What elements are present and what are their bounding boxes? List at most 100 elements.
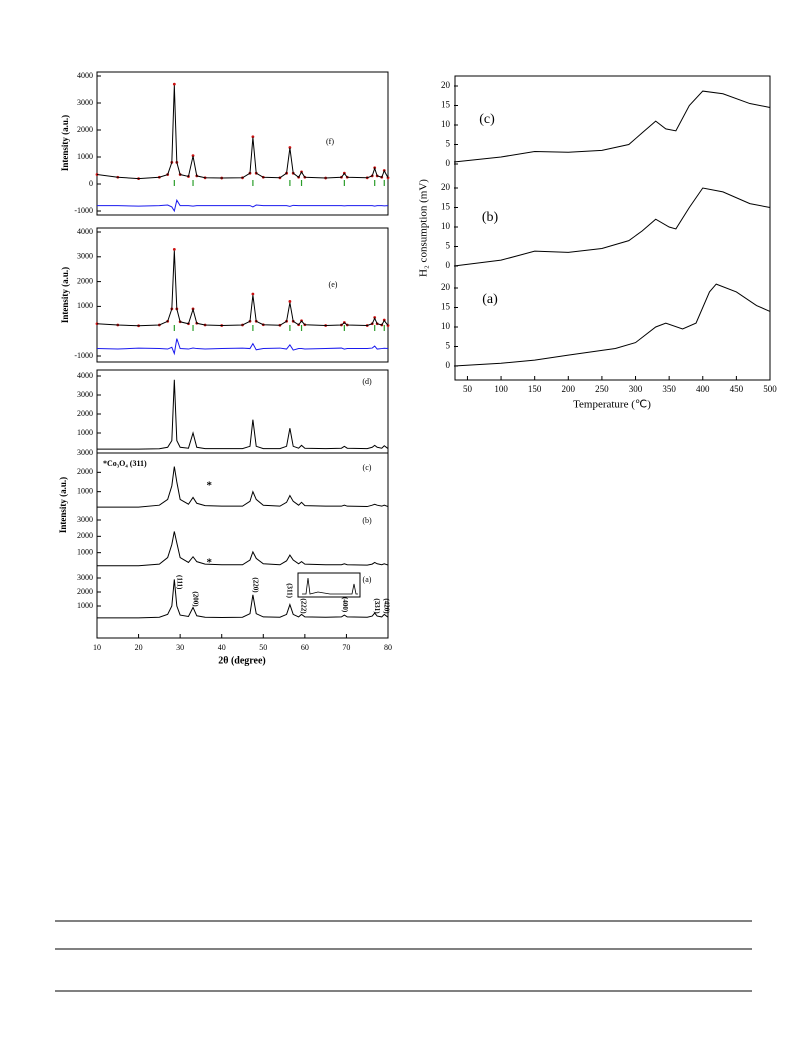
- y-tick-label: -1000: [74, 206, 93, 215]
- x-axis-label: Temperature (℃): [573, 399, 651, 411]
- x-tick-label: 50: [463, 384, 473, 394]
- x-tick-label: 350: [662, 384, 676, 394]
- x-tick-label: 200: [562, 384, 576, 394]
- inset-curve: [302, 577, 358, 595]
- y-tick-label: 2000: [77, 587, 93, 596]
- y-tick-label: 4000: [77, 227, 93, 236]
- y-tick-label: 20: [441, 182, 451, 192]
- y-tick-label: 2000: [77, 409, 93, 418]
- y-tick-label: 3000: [77, 448, 93, 457]
- x-tick-label: 450: [730, 384, 744, 394]
- x-tick-label: 70: [342, 643, 350, 652]
- y-tick-label: 5: [446, 341, 451, 351]
- y-axis-label: Intensity (a.u.): [60, 115, 70, 171]
- data-line: [453, 187, 771, 267]
- annotation: (111): [176, 575, 184, 590]
- y-tick-label: 5: [446, 241, 451, 251]
- y-tick-label: 2000: [77, 467, 93, 476]
- panel-frame: [96, 369, 389, 639]
- data-line: [97, 466, 389, 508]
- y-tick-label: 3000: [77, 390, 93, 399]
- y-axis-label: Intensity (a.u.): [58, 477, 68, 533]
- x-tick-label: 50: [259, 643, 267, 652]
- legend-note: *Co₃O₄ (311): [103, 459, 147, 468]
- y-tick-label: 1000: [77, 152, 93, 161]
- y-tick-label: 0: [446, 158, 451, 168]
- x-tick-label: 400: [696, 384, 710, 394]
- data-line: [453, 90, 771, 163]
- y-tick-label: 0: [446, 260, 451, 270]
- x-tick-label: 10: [93, 643, 101, 652]
- panel-label: (c): [479, 112, 495, 127]
- data-line: [97, 531, 389, 567]
- panel-label: (e): [329, 280, 338, 289]
- y-tick-label: 20: [441, 80, 451, 90]
- y-tick-label: 1000: [77, 601, 93, 610]
- y-tick-label: 10: [441, 119, 451, 129]
- data-point: [288, 146, 292, 149]
- panel-label: (c): [363, 463, 372, 472]
- annotation: (200): [191, 591, 199, 607]
- annotation: (420): [383, 598, 391, 614]
- data-line: [97, 198, 389, 213]
- x-tick-label: 100: [494, 384, 508, 394]
- data-point: [251, 135, 255, 139]
- y-tick-label: 15: [441, 100, 451, 110]
- x-tick-label: 20: [135, 643, 143, 652]
- x-tick-label: 500: [763, 384, 777, 394]
- x-axis-label: 2θ (degree): [218, 655, 266, 666]
- data-point: [172, 247, 176, 251]
- data-point: [172, 82, 176, 86]
- panel-frame: [96, 71, 389, 216]
- x-tick-label: 60: [301, 643, 309, 652]
- y-tick-label: 15: [441, 202, 451, 212]
- panel-label: (b): [362, 516, 372, 525]
- data-line: [96, 338, 389, 356]
- data-line: [96, 250, 389, 327]
- y-tick-label: -1000: [74, 351, 93, 360]
- y-tick-label: 1000: [77, 486, 93, 495]
- panel-label: (a): [363, 575, 372, 584]
- y-tick-label: 1000: [77, 547, 93, 556]
- data-line: [97, 379, 389, 450]
- y-tick-label: 3000: [77, 98, 93, 107]
- inset-frame: [297, 572, 361, 598]
- y-tick-label: 0: [446, 360, 451, 370]
- x-tick-label: 250: [595, 384, 609, 394]
- y-tick-label: 1000: [77, 428, 93, 437]
- y-tick-label: 3000: [77, 252, 93, 261]
- panel-label: (d): [362, 377, 372, 386]
- annotation: *: [206, 479, 212, 491]
- y-tick-label: 4000: [77, 71, 93, 80]
- panel-label: (a): [482, 292, 498, 307]
- y-tick-label: 1000: [77, 301, 93, 310]
- annotation: (220): [251, 577, 259, 593]
- y-tick-label: 3000: [77, 515, 93, 524]
- annotation: (400): [341, 597, 349, 613]
- data-line: [97, 579, 389, 619]
- panel-label: (f): [326, 137, 334, 146]
- y-tick-label: 0: [89, 179, 93, 188]
- y-tick-label: 15: [441, 302, 451, 312]
- data-point: [251, 292, 255, 296]
- data-point: [191, 154, 195, 158]
- panel-label: (b): [482, 210, 499, 225]
- y-axis-label: Intensity (a.u.): [60, 267, 70, 323]
- y-tick-label: 10: [441, 221, 451, 231]
- x-tick-label: 150: [528, 384, 542, 394]
- y-tick-label: 2000: [77, 531, 93, 540]
- panel-frame: [454, 75, 771, 381]
- y-tick-label: 5: [446, 139, 451, 149]
- x-tick-label: 80: [384, 643, 392, 652]
- annotation: (222): [300, 598, 308, 614]
- y-tick-label: 2000: [77, 125, 93, 134]
- y-tick-label: 10: [441, 321, 451, 331]
- data-line: [96, 85, 389, 180]
- x-tick-label: 40: [218, 643, 226, 652]
- x-tick-label: 300: [629, 384, 643, 394]
- y-tick-label: 3000: [77, 573, 93, 582]
- y-tick-label: 4000: [77, 371, 93, 380]
- data-line: [453, 283, 771, 367]
